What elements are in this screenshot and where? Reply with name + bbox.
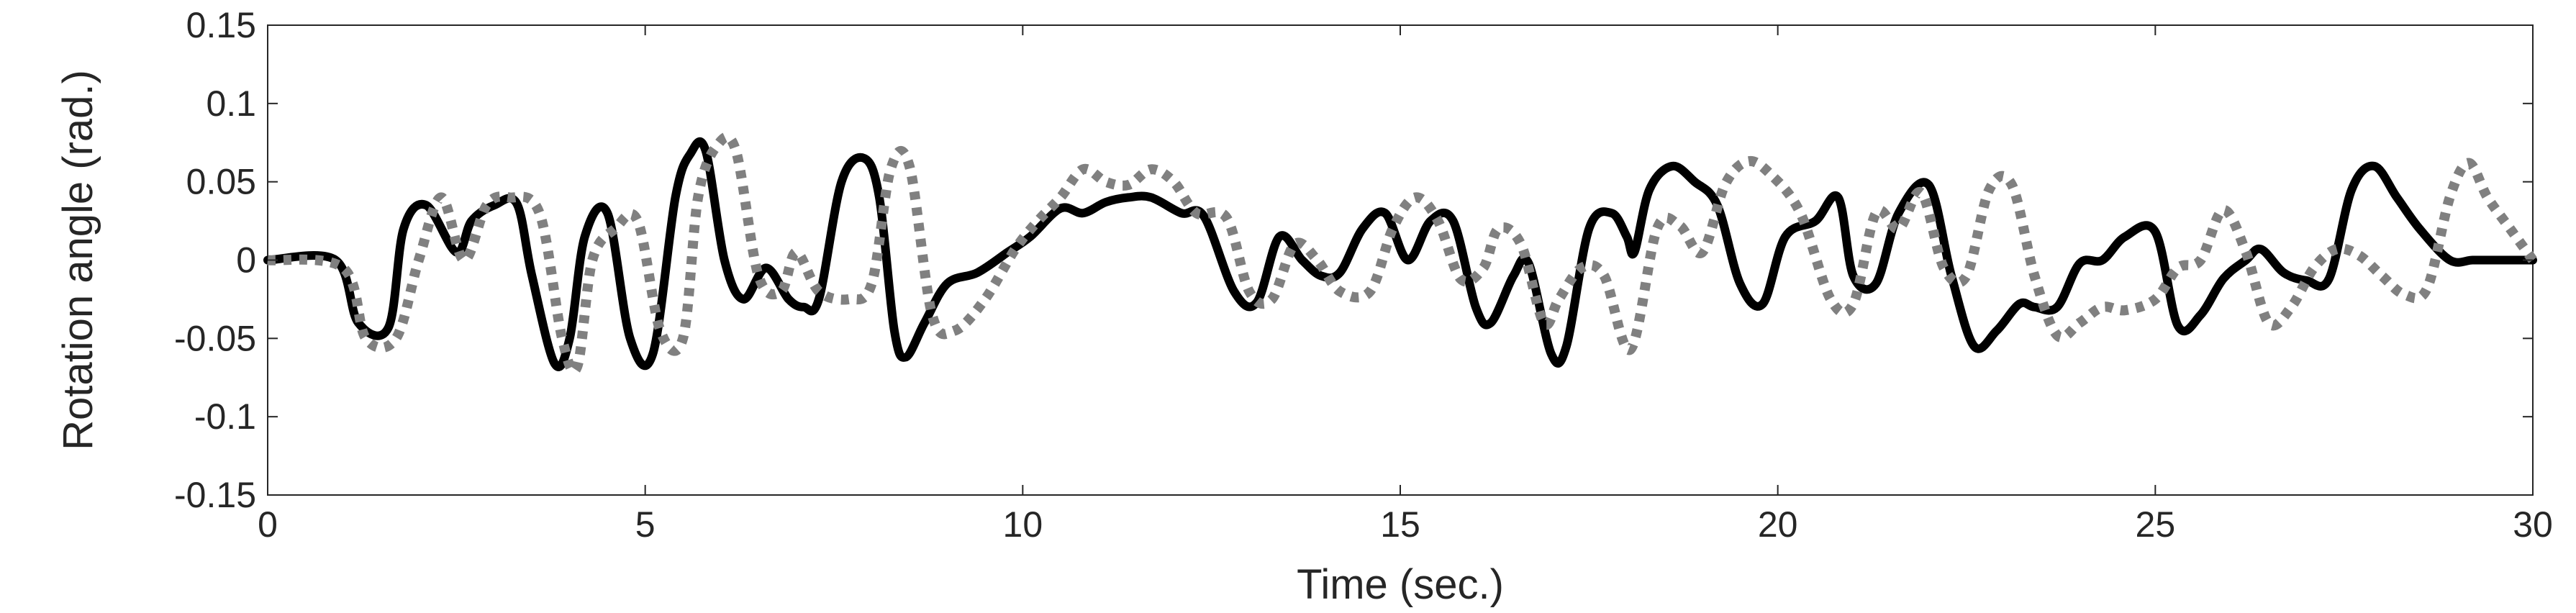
series-layer: [263, 132, 2537, 376]
y-tick-label: 0.1: [206, 83, 256, 124]
x-tick-label: 15: [1380, 504, 1420, 545]
x-tick-label: 10: [1003, 504, 1043, 545]
y-tick-label: -0.15: [174, 475, 256, 515]
plot-area: 0 5 10 15 20 25 30 0.15 0.1 0.05 0 -0.05 -0.1 -0.15: [174, 5, 2553, 545]
x-tick-label: 0: [258, 504, 278, 545]
y-tick-label: -0.1: [194, 396, 256, 437]
y-tick-label: 0: [236, 240, 256, 281]
y-tick-label: 0.05: [186, 162, 256, 202]
y-axis-label: Rotation angle (rad.): [55, 70, 101, 450]
y-tick-label: 0.15: [186, 5, 256, 45]
series-dotted-line: [267, 132, 2537, 376]
plot-frame: [267, 24, 2534, 496]
x-tick-label: 30: [2513, 504, 2553, 545]
x-tick-label: 25: [2136, 504, 2176, 545]
y-tick-label: -0.05: [174, 318, 256, 358]
x-axis-label: Time (sec.): [1297, 561, 1504, 608]
series-solid-line: [263, 137, 2537, 372]
tick-layer: 0 5 10 15 20 25 30 0.15 0.1 0.05 0 -0.05 -0.1 -0.15: [174, 5, 2553, 545]
x-tick-label: 20: [1758, 504, 1798, 545]
x-tick-label: 5: [635, 504, 656, 545]
